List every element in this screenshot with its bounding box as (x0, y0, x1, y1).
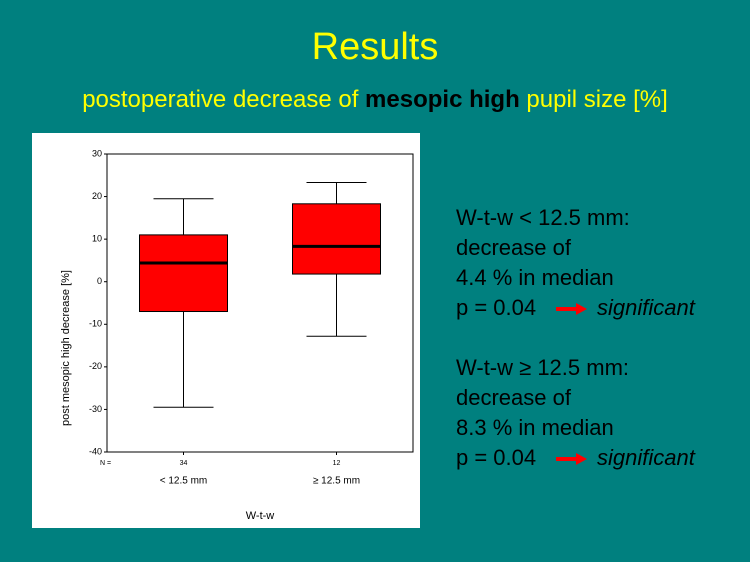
chart: post mesopic high decrease [%] W-t-w N =… (32, 133, 420, 528)
verdict: significant (597, 445, 695, 470)
result-line: 8.3 % in median (456, 415, 614, 440)
slide-title: Results (311, 26, 439, 68)
box (139, 234, 228, 313)
box (292, 203, 381, 275)
y-tick-label: 30 (92, 148, 102, 158)
result-p: p = 0.04 significant (456, 443, 695, 473)
x-tick-label: ≥ 12.5 mm (313, 476, 360, 487)
result-line: W-t-w < 12.5 mm: (456, 205, 630, 230)
y-tick-label: -10 (89, 319, 102, 329)
arrow (556, 453, 587, 465)
result-block: W-t-w < 12.5 mm: decrease of 4.4 % in me… (456, 203, 695, 323)
subtitle-text: postoperative decrease of (82, 86, 359, 113)
arrow (556, 303, 587, 315)
y-axis-label: post mesopic high decrease [%] (60, 270, 72, 426)
n-value: 34 (180, 460, 188, 467)
result-p: p = 0.04 significant (456, 293, 695, 323)
y-tick-label: 10 (92, 234, 102, 244)
plot-frame (106, 153, 414, 453)
result-line: decrease of (456, 235, 571, 260)
slide-subtitle: postoperative decrease of mesopic high p… (0, 86, 750, 114)
y-tick-label: 20 (92, 191, 102, 201)
x-axis-label: W-t-w (246, 510, 275, 522)
x-tick-label: < 12.5 mm (160, 476, 208, 487)
n-value: 12 (333, 460, 341, 467)
y-tick-label: -20 (89, 361, 102, 371)
chart-panel (32, 133, 420, 528)
p-value: p = 0.04 (456, 295, 537, 320)
y-tick-label: -30 (89, 404, 102, 414)
result-line: W-t-w ≥ 12.5 mm: (456, 355, 630, 380)
result-line: decrease of (456, 385, 571, 410)
verdict: significant (597, 295, 695, 320)
n-label: N = (100, 460, 111, 467)
result-block: W-t-w ≥ 12.5 mm: decrease of 8.3 % in me… (456, 353, 695, 473)
y-tick-label: -40 (89, 446, 102, 456)
result-line: 4.4 % in median (456, 265, 614, 290)
subtitle-text: pupil size [%] (526, 86, 668, 113)
y-tick-label: 0 (97, 276, 102, 286)
subtitle-emphasis: mesopic high (365, 86, 520, 113)
p-value: p = 0.04 (456, 445, 537, 470)
